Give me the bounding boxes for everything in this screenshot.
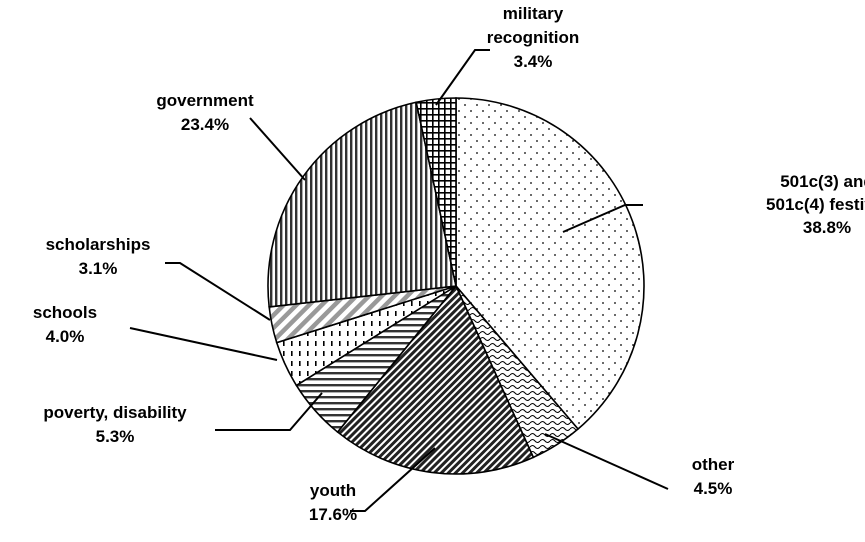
slice-percent-label: 3.1% [79, 259, 118, 278]
pie-slice-501c-3-and-501c-4-festival [455, 97, 645, 431]
slice-percent-label: 23.4% [181, 115, 229, 134]
slice-name-label: recognition [487, 28, 580, 47]
pie-slice-government [267, 101, 457, 308]
slice-name-label: schools [33, 303, 97, 322]
slice-percent-label: 4.5% [694, 479, 733, 498]
pie-slices [267, 97, 645, 475]
slice-percent-label: 4.0% [46, 327, 85, 346]
leader-line [350, 447, 436, 512]
leader-line [215, 392, 323, 431]
leader-lines [129, 49, 669, 512]
slice-percent-label: 17.6% [309, 505, 357, 524]
leader-line [249, 117, 306, 181]
slice-name-label: 501c(3) and [780, 172, 865, 191]
leader-line [165, 262, 271, 321]
slice-labels: 501c(3) and 501c(4) festival 38.8% other 4.5… [33, 4, 865, 524]
slice-name-label: 501c(4) festival [766, 195, 865, 214]
slice-name-label: poverty, disability [43, 403, 187, 422]
leader-line [562, 204, 643, 233]
slice-name-label: other [692, 455, 735, 474]
pie-slice-military-recognition [415, 97, 457, 287]
slice-name-label: scholarships [46, 235, 151, 254]
slice-name-label: military [503, 4, 564, 23]
pie-slice-youth [336, 284, 535, 475]
leader-line [435, 49, 490, 106]
slice-name-label: government [156, 91, 254, 110]
slice-percent-label: 38.8% [803, 218, 851, 237]
leader-line [544, 433, 669, 490]
leader-line [129, 327, 278, 361]
slice-name-label: youth [310, 481, 356, 500]
slice-percent-label: 3.4% [514, 52, 553, 71]
slice-percent-label: 5.3% [96, 427, 135, 446]
